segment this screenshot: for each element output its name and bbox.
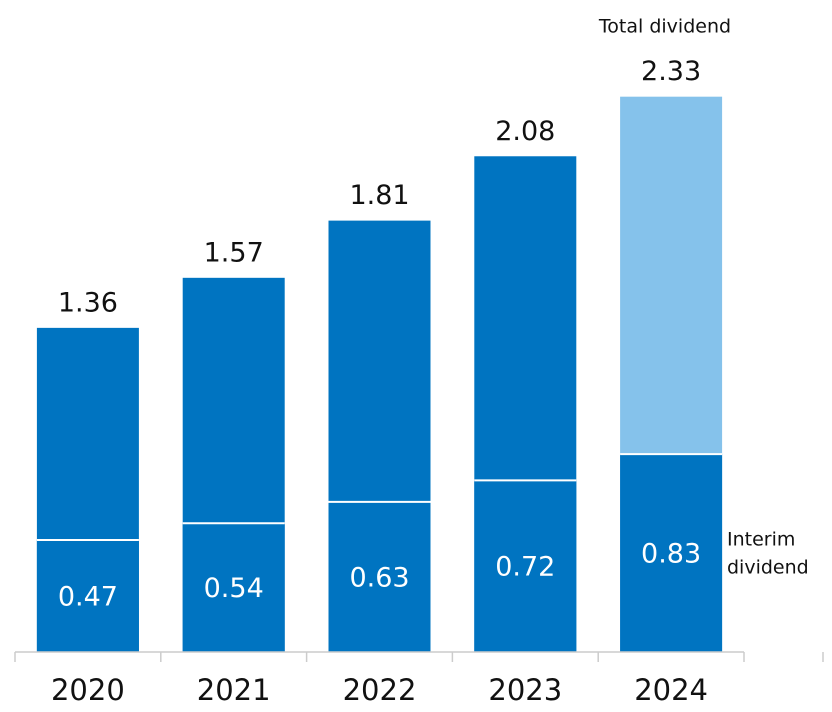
interim-annotation: dividend (727, 557, 809, 579)
interim-label: 0.47 (58, 581, 118, 612)
total-label: 1.36 (58, 287, 118, 318)
x-tick-label: 2020 (51, 673, 125, 707)
interim-label: 0.83 (641, 539, 701, 570)
x-tick-label: 2022 (343, 673, 417, 707)
interim-bar (182, 523, 285, 652)
interim-bar (36, 539, 139, 652)
total-label: 2.08 (495, 116, 555, 147)
total-label: 1.57 (204, 237, 264, 268)
total-label: 1.81 (349, 180, 409, 211)
total-annotation: Total dividend (598, 16, 731, 38)
x-tick-label: 2023 (488, 673, 562, 707)
interim-label: 0.63 (349, 562, 409, 593)
interim-bar (328, 501, 431, 652)
interim-annotation: Interim (727, 529, 795, 551)
interim-bar (474, 480, 577, 652)
x-tick-label: 2021 (197, 673, 271, 707)
total-label: 2.33 (641, 56, 701, 87)
interim-label: 0.54 (204, 573, 264, 604)
interim-label: 0.72 (495, 552, 555, 583)
x-tick-label: 2024 (634, 673, 708, 707)
interim-bar (620, 454, 723, 652)
